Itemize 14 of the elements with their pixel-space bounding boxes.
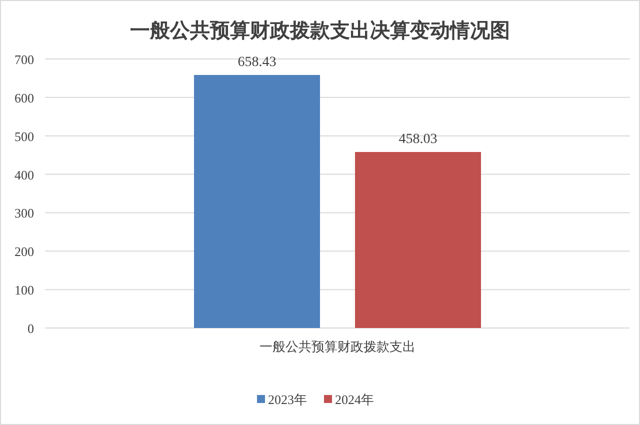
- y-tick-label: 600: [14, 90, 34, 106]
- y-tick-label: 500: [14, 128, 34, 144]
- chart-title: 一般公共预算财政拨款支出决算变动情况图: [130, 18, 510, 42]
- y-tick-label: 700: [14, 52, 34, 67]
- x-tick-label: 一般公共预算财政拨款支出: [260, 339, 416, 354]
- y-tick-label: 200: [14, 244, 34, 260]
- y-tick-label: 400: [14, 167, 34, 182]
- data-label: 658.43: [238, 54, 276, 70]
- y-tick-label: 300: [14, 206, 34, 221]
- data-label: 458.03: [398, 132, 438, 147]
- legend-label: 2024年: [335, 392, 374, 407]
- legend-label: 2023年: [268, 392, 307, 407]
- y-tick-label: 100: [14, 282, 34, 298]
- y-tick-label: 0: [28, 321, 34, 336]
